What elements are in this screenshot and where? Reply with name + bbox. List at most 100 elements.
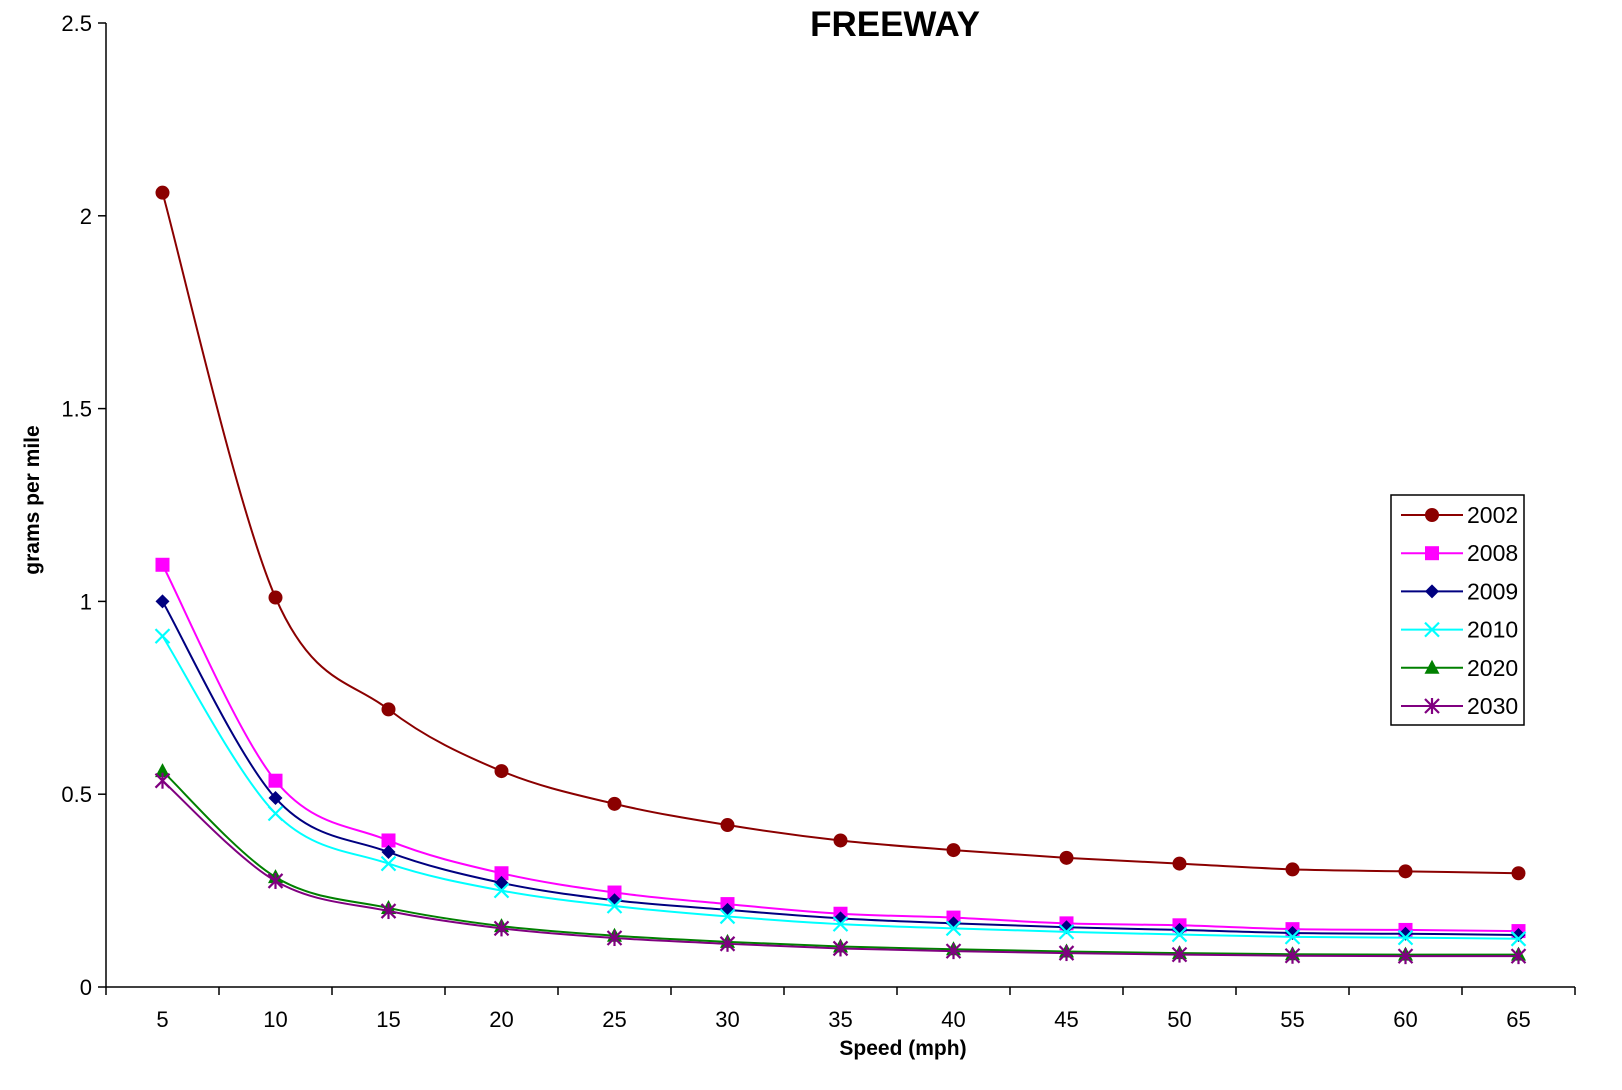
x-tick-label: 25 bbox=[602, 1007, 626, 1032]
legend-marker bbox=[1424, 621, 1440, 638]
legend-item-2008: 2008 bbox=[1401, 540, 1518, 566]
series-layer bbox=[154, 185, 1527, 965]
x-tick-label: 5 bbox=[156, 1007, 168, 1032]
data-point-2020 bbox=[155, 763, 170, 778]
data-point-2002 bbox=[1511, 866, 1526, 881]
x-tick-label: 10 bbox=[263, 1007, 287, 1032]
data-point-2010 bbox=[1058, 924, 1075, 940]
x-axis-title: Speed (mph) bbox=[839, 1037, 966, 1060]
legend-label: 2009 bbox=[1467, 578, 1518, 604]
data-point-2002 bbox=[946, 843, 961, 858]
legend-label: 2008 bbox=[1467, 540, 1518, 566]
data-point-2002 bbox=[720, 818, 735, 833]
x-tick-label: 35 bbox=[828, 1007, 852, 1032]
data-point-2010 bbox=[832, 916, 849, 932]
data-point-2008 bbox=[268, 773, 283, 788]
legend-marker bbox=[1425, 546, 1439, 561]
legend-item-2009: 2009 bbox=[1401, 578, 1518, 604]
data-point-2030 bbox=[1058, 945, 1075, 962]
x-tick-label: 15 bbox=[376, 1007, 400, 1032]
data-point-2009 bbox=[946, 916, 961, 931]
chart-title: FREEWAY bbox=[810, 5, 980, 44]
data-point-2002 bbox=[155, 185, 170, 200]
y-axis-title: grams per mile bbox=[21, 425, 44, 574]
data-point-2008 bbox=[381, 833, 396, 848]
data-point-2002 bbox=[381, 702, 396, 717]
x-tick-label: 50 bbox=[1167, 1007, 1191, 1032]
x-tick-label: 60 bbox=[1393, 1007, 1417, 1032]
x-tick-label: 45 bbox=[1054, 1007, 1078, 1032]
y-tick-label: 0 bbox=[80, 975, 92, 1000]
data-point-2010 bbox=[380, 855, 397, 872]
legend-marker bbox=[1424, 698, 1440, 714]
y-tick-label: 1.5 bbox=[61, 397, 92, 422]
data-point-2010 bbox=[719, 908, 736, 925]
data-point-2010 bbox=[267, 805, 284, 822]
legend-item-2020: 2020 bbox=[1401, 655, 1518, 681]
x-tick-label: 20 bbox=[489, 1007, 513, 1032]
data-point-2008 bbox=[607, 885, 622, 900]
legend-marker bbox=[1425, 584, 1439, 599]
data-point-2008 bbox=[155, 557, 170, 572]
data-point-2002 bbox=[494, 764, 509, 779]
data-point-2002 bbox=[268, 590, 283, 605]
x-tick-label: 65 bbox=[1506, 1007, 1530, 1032]
data-point-2030 bbox=[154, 772, 171, 789]
series-2008 bbox=[155, 557, 1526, 939]
legend-item-2010: 2010 bbox=[1401, 617, 1518, 643]
data-point-2030 bbox=[267, 872, 284, 889]
data-point-2030 bbox=[832, 940, 849, 957]
data-point-2009 bbox=[381, 845, 396, 860]
series-line-2008 bbox=[161, 564, 1519, 933]
series-line-2009 bbox=[161, 600, 1519, 936]
x-tick-label: 55 bbox=[1280, 1007, 1304, 1032]
data-point-2030 bbox=[380, 903, 397, 920]
data-point-2030 bbox=[1171, 946, 1188, 963]
legend-item-2030: 2030 bbox=[1401, 693, 1518, 719]
data-point-2010 bbox=[945, 920, 962, 937]
legend-label: 2002 bbox=[1467, 502, 1518, 528]
axes: 0 0.5 1 1.5 2 2.5 5 10 15 20 25 30 35 40 45 50 55 60 65 bbox=[61, 11, 1576, 1032]
legend-marker bbox=[1424, 659, 1440, 674]
data-point-2030 bbox=[1284, 947, 1301, 964]
series-2002 bbox=[155, 185, 1526, 881]
y-tick-label: 0.5 bbox=[61, 782, 92, 807]
data-point-2008 bbox=[494, 866, 509, 881]
y-tick-label: 1 bbox=[80, 589, 92, 614]
series-2009 bbox=[155, 594, 1526, 942]
data-point-2010 bbox=[1397, 929, 1414, 946]
data-point-2030 bbox=[945, 943, 962, 960]
legend-item-2002: 2002 bbox=[1401, 502, 1518, 528]
series-line-2002 bbox=[161, 192, 1519, 875]
series-2020 bbox=[155, 763, 1526, 961]
data-point-2010 bbox=[154, 628, 171, 644]
data-point-2010 bbox=[1510, 931, 1527, 947]
legend-box bbox=[1390, 494, 1525, 726]
data-point-2030 bbox=[606, 930, 623, 947]
data-point-2002 bbox=[1172, 856, 1187, 871]
data-point-2002 bbox=[833, 833, 848, 848]
data-point-2030 bbox=[493, 920, 510, 937]
legend-label: 2030 bbox=[1467, 693, 1518, 719]
y-tick-label: 2.5 bbox=[61, 11, 92, 36]
data-point-2009 bbox=[268, 791, 283, 806]
series-2010 bbox=[154, 628, 1527, 947]
data-point-2030 bbox=[1510, 948, 1527, 965]
data-point-2002 bbox=[1285, 862, 1300, 877]
legend: 2002 2008 2009 2010 2020 2030 bbox=[1390, 494, 1525, 726]
data-point-2002 bbox=[1398, 864, 1413, 879]
y-tick-label: 2 bbox=[80, 204, 92, 229]
legend-label: 2010 bbox=[1467, 617, 1518, 643]
data-point-2010 bbox=[1171, 926, 1188, 943]
x-tick-label: 30 bbox=[715, 1007, 739, 1032]
data-point-2030 bbox=[1397, 948, 1414, 965]
data-point-2010 bbox=[606, 898, 623, 914]
data-point-2009 bbox=[155, 594, 170, 609]
data-point-2002 bbox=[607, 796, 622, 811]
series-2030 bbox=[154, 772, 1527, 965]
data-point-2002 bbox=[1059, 850, 1074, 865]
data-point-2010 bbox=[493, 882, 510, 899]
data-point-2009 bbox=[1172, 922, 1187, 937]
data-point-2010 bbox=[1284, 929, 1301, 945]
